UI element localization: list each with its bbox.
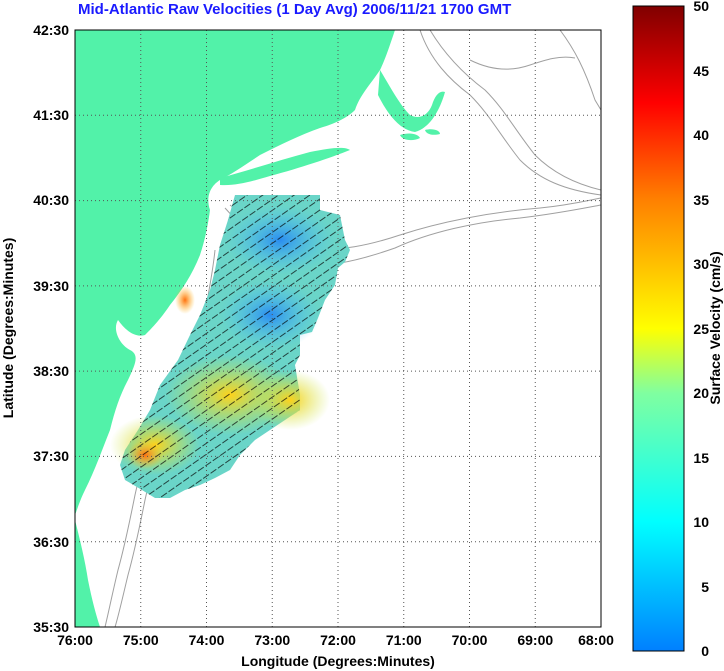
y-tick-labels: 42:30 41:30 40:30 39:30 38:30 37:30 36:3… <box>33 22 69 635</box>
colorbar-tick-label: 30 <box>693 256 709 272</box>
y-tick-label: 40:30 <box>33 192 69 208</box>
x-tick-label: 74:00 <box>189 632 225 648</box>
x-axis: 76:00 75:00 74:00 73:00 72:00 71:00 70:0… <box>57 632 614 669</box>
colorbar-tick-label: 50 <box>693 0 709 14</box>
x-tick-label: 76:00 <box>57 632 93 648</box>
colorbar: 50 45 40 35 30 25 20 15 10 5 0 Surface V… <box>632 0 723 659</box>
cape-cod <box>378 70 445 132</box>
colorbar-tick-label: 15 <box>693 450 709 466</box>
colorbar-tick-labels: 50 45 40 35 30 25 20 15 10 5 0 <box>693 0 709 659</box>
velocity-arrows <box>120 195 350 498</box>
y-tick-label: 36:30 <box>33 534 69 550</box>
land-mass <box>75 30 395 515</box>
plot-frame <box>74 29 602 628</box>
colorbar-tick-label: 20 <box>693 385 709 401</box>
x-axis-label: Longitude (Degrees:Minutes) <box>241 653 435 669</box>
map-title: Mid-Atlantic Raw Velocities (1 Day Avg) … <box>78 1 511 18</box>
y-tick-label: 39:30 <box>33 278 69 294</box>
y-tick-label: 42:30 <box>33 22 69 38</box>
colorbar-tick-label: 45 <box>693 63 709 79</box>
y-tick-label: 37:30 <box>33 448 69 464</box>
colorbar-tick-label: 25 <box>693 321 709 337</box>
colorbar-tick-label: 0 <box>701 643 709 659</box>
land-south <box>75 520 100 627</box>
x-tick-label: 73:00 <box>254 632 290 648</box>
colorbar-tick-label: 5 <box>701 579 709 595</box>
y-tick-label: 38:30 <box>33 363 69 379</box>
y-tick-label: 41:30 <box>33 107 69 123</box>
x-tick-label: 70:00 <box>452 632 488 648</box>
x-tick-labels: 76:00 75:00 74:00 73:00 72:00 71:00 70:0… <box>57 632 614 648</box>
colorbar-gradient <box>632 5 685 652</box>
islands <box>400 129 440 141</box>
y-tick-label: 35:30 <box>33 619 69 635</box>
colorbar-tick-label: 40 <box>693 127 709 143</box>
x-tick-label: 68:00 <box>578 632 614 648</box>
colorbar-tick-label: 35 <box>693 192 709 208</box>
map-plot-area <box>74 29 602 628</box>
y-axis-label: Latitude (Degrees:Minutes) <box>0 238 16 418</box>
x-tick-label: 71:00 <box>386 632 422 648</box>
x-tick-label: 75:00 <box>123 632 159 648</box>
long-island <box>220 147 350 186</box>
y-axis: 42:30 41:30 40:30 39:30 38:30 37:30 36:3… <box>0 22 69 635</box>
velocity-field <box>110 195 350 498</box>
x-tick-label: 69:00 <box>517 632 553 648</box>
colorbar-tick-label: 10 <box>693 514 709 530</box>
x-tick-label: 72:00 <box>320 632 356 648</box>
colorbar-label: Surface Velocity (cm/s) <box>707 251 723 404</box>
